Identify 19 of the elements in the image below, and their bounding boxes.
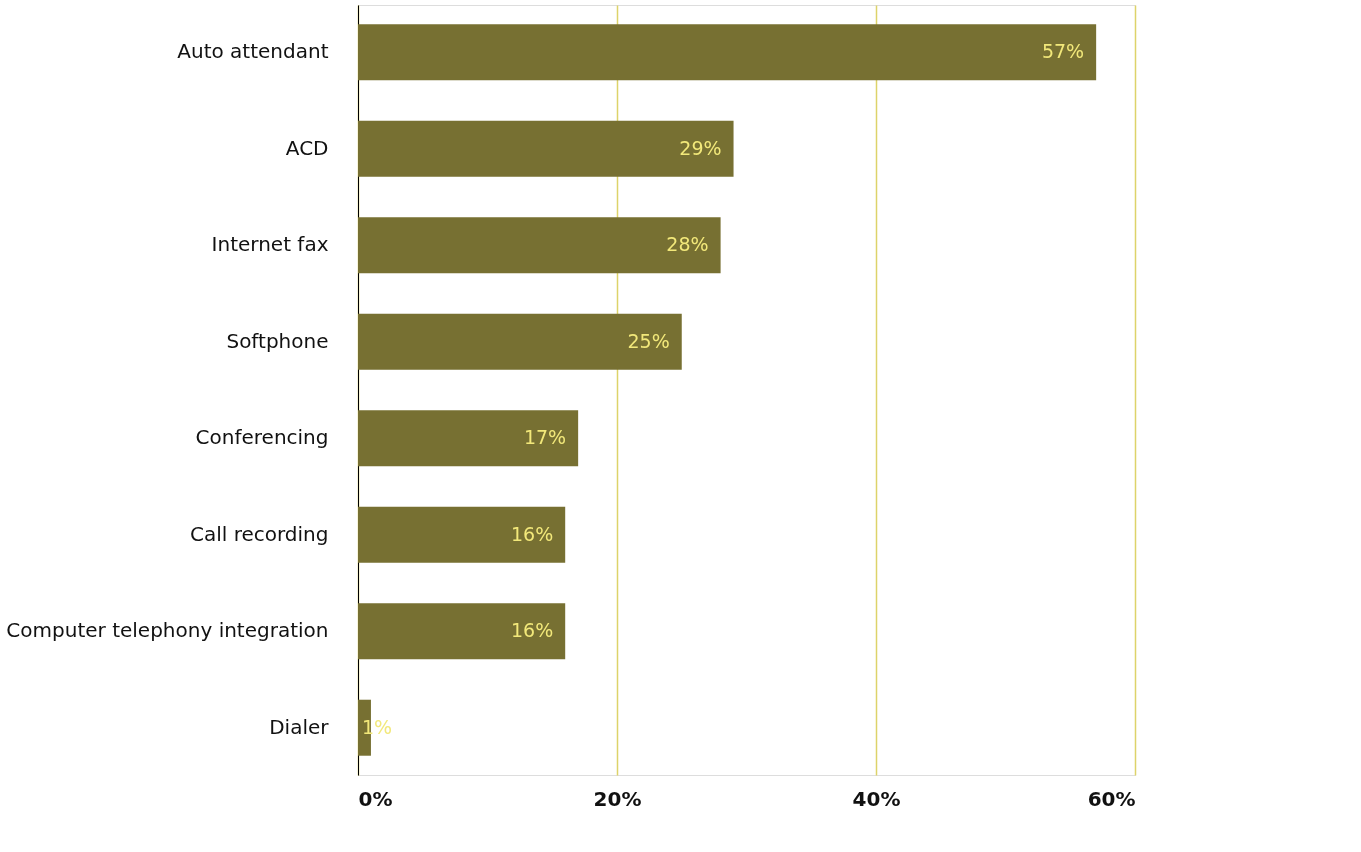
data-label: 16% [510, 619, 554, 642]
y-tick-label: Computer telephony integration [6, 618, 329, 643]
y-tick-label: Internet fax [211, 232, 329, 257]
y-tick-label: Conferencing [195, 425, 329, 450]
y-tick-label: Softphone [226, 328, 329, 353]
data-label: 25% [627, 329, 670, 352]
x-tick-label: 0% [358, 786, 393, 811]
data-label: 16% [510, 522, 554, 545]
x-tick-label: 40% [852, 786, 901, 811]
x-tick-label: 60% [1087, 786, 1136, 811]
y-tick-label: Dialer [269, 714, 330, 739]
y-tick-label: Auto attendant [177, 39, 329, 64]
y-tick-label: Call recording [189, 521, 329, 546]
data-label: 17% [523, 426, 567, 449]
x-tick-label: 20% [593, 786, 642, 811]
data-label: 57% [1041, 40, 1085, 63]
data-label: 28% [666, 233, 709, 256]
data-label: 29% [679, 136, 722, 159]
y-tick-label: ACD [285, 135, 329, 160]
